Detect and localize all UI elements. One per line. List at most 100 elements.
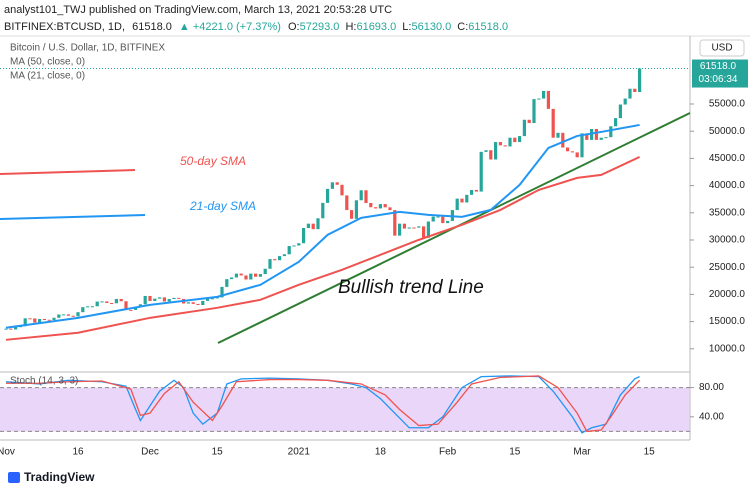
candle: [100, 301, 104, 303]
candle: [268, 259, 272, 269]
annotation: Bullish trend Line: [338, 277, 484, 298]
candle: [402, 223, 406, 229]
change: ▲ +4221.0 (+7.37%): [179, 21, 281, 33]
candle: [282, 254, 286, 257]
candle: [153, 298, 157, 301]
candle: [354, 200, 358, 219]
candle: [158, 297, 162, 299]
candle: [311, 223, 315, 230]
legend-entry: Bitcoin / U.S. Dollar, 1D, BITFINEX: [10, 43, 165, 54]
candle: [431, 216, 435, 222]
candle: [498, 142, 502, 146]
ohlc-h-label: H:: [345, 21, 356, 33]
candle: [628, 88, 632, 99]
y-tick-label: 35000.0: [709, 207, 746, 218]
candle: [436, 216, 440, 218]
symbol: BITFINEX:BTCUSD, 1D,: [4, 21, 125, 33]
candle: [546, 90, 550, 109]
candle: [383, 204, 387, 208]
candle: [81, 307, 85, 313]
ohlc-c: 61518.0: [468, 21, 508, 33]
x-tick-label: 15: [644, 447, 656, 458]
candle: [580, 133, 584, 158]
candle: [225, 279, 229, 287]
candle: [474, 189, 478, 192]
candle: [57, 314, 61, 318]
candle: [614, 118, 618, 127]
candle: [330, 182, 334, 189]
candle: [62, 314, 66, 316]
x-tick-label: 2021: [288, 447, 311, 458]
candle: [441, 216, 445, 224]
annotation: 21-day SMA: [189, 199, 256, 213]
candle: [527, 119, 531, 124]
candle: [186, 302, 190, 304]
candle: [119, 298, 123, 302]
y-tick-label: 80.00: [699, 382, 724, 393]
candle: [28, 318, 32, 320]
candle: [129, 309, 133, 311]
candle: [479, 151, 483, 192]
moving-average-line: [5, 123, 640, 329]
candle: [9, 328, 13, 330]
candle: [201, 300, 205, 306]
candle: [542, 90, 546, 99]
candle: [566, 147, 570, 152]
candle: [551, 108, 555, 138]
ohlc-h: 61693.0: [356, 21, 396, 33]
candle: [239, 273, 243, 276]
candle: [604, 137, 608, 139]
candle: [47, 319, 51, 321]
candle: [326, 188, 330, 203]
x-tick-label: Mar: [573, 447, 591, 458]
candle: [316, 218, 320, 230]
candle: [638, 68, 642, 93]
candle: [532, 99, 536, 124]
x-tick-label: Dec: [141, 447, 159, 458]
candle: [455, 198, 459, 211]
candle: [258, 274, 262, 277]
y-tick-label: 40.00: [699, 411, 724, 422]
candle: [124, 301, 128, 310]
candle: [518, 136, 522, 143]
candle: [33, 318, 37, 323]
candle: [86, 306, 90, 308]
y-tick-label: 55000.0: [709, 99, 746, 110]
x-tick-label: Feb: [439, 447, 457, 458]
price-tag: [692, 59, 748, 88]
candle: [460, 198, 464, 203]
candle: [287, 246, 291, 255]
candle: [172, 297, 176, 300]
candle: [244, 275, 248, 280]
candle: [4, 328, 8, 330]
candle: [359, 190, 363, 201]
candle: [623, 98, 627, 105]
stoch-title: Stoch (14, 3, 3): [10, 376, 78, 387]
candle: [618, 104, 622, 119]
sma50-marker-line: [0, 169, 136, 175]
y-tick-label: 45000.0: [709, 153, 746, 164]
candle: [76, 312, 80, 317]
candle: [191, 302, 195, 304]
brand-logo: [8, 472, 20, 483]
candle: [278, 256, 282, 261]
candle: [95, 301, 99, 307]
candle: [513, 137, 517, 143]
candle: [230, 277, 234, 280]
candle: [321, 202, 325, 219]
ohlc-l-label: L:: [402, 21, 411, 33]
candle: [196, 303, 200, 306]
candle: [66, 314, 70, 316]
candle: [38, 318, 42, 323]
candle: [273, 259, 277, 261]
moving-average-line: [5, 156, 641, 341]
candle: [594, 129, 598, 140]
candle: [234, 273, 238, 278]
candle: [633, 88, 637, 93]
candle: [335, 182, 339, 185]
currency-box: [699, 39, 745, 57]
legend-entry: MA (50, close, 0): [10, 57, 85, 68]
y-tick-label: 10000.0: [709, 343, 746, 354]
candle: [508, 137, 512, 147]
